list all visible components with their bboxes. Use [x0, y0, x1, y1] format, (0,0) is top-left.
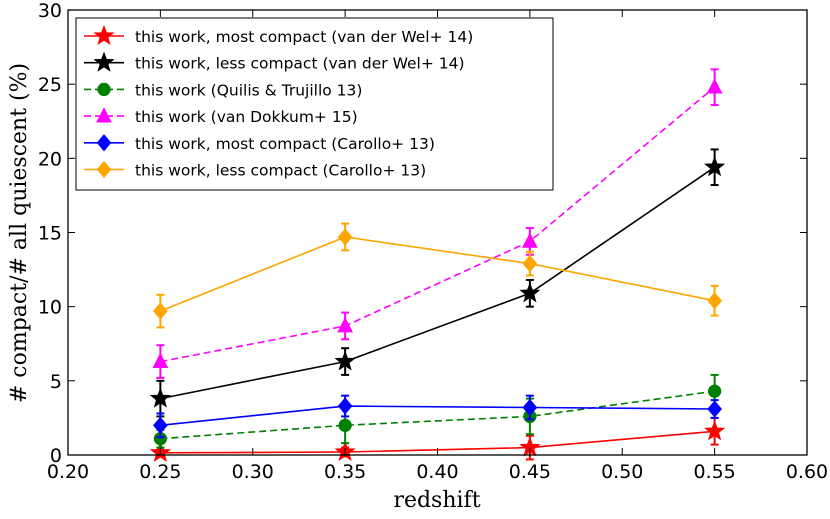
data-point: [707, 292, 722, 310]
legend-marker: [96, 107, 112, 123]
legend: this work, most compact (van der Wel+ 14…: [75, 17, 554, 191]
data-point: [334, 350, 356, 371]
x-tick-label: 0.40: [416, 461, 458, 483]
data-point: [707, 400, 722, 418]
legend-marker: [97, 82, 111, 97]
x-tick-label: 0.45: [509, 461, 551, 483]
data-point: [337, 397, 353, 415]
data-point: [706, 78, 723, 94]
series-4: [153, 394, 722, 439]
data-point: [704, 420, 726, 441]
data-point: [149, 387, 171, 408]
legend-entry: this work, less compact (van der Wel+ 14…: [135, 55, 465, 73]
x-tick-label: 0.30: [232, 461, 274, 483]
legend-marker: [93, 51, 115, 72]
legend-marker: [96, 134, 112, 152]
series-line: [160, 390, 715, 440]
legend-entry: this work, most compact (Carollo+ 13): [135, 135, 435, 153]
data-point: [522, 398, 538, 417]
data-point: [152, 352, 169, 368]
y-tick-label: 0: [50, 445, 62, 467]
data-point: [153, 416, 168, 434]
series-5: [153, 222, 722, 329]
data-point: [337, 317, 353, 333]
x-tick-label: 0.55: [693, 461, 735, 483]
series-line: [160, 86, 716, 363]
series-2: [153, 373, 722, 449]
data-point: [522, 255, 538, 273]
data-point: [337, 228, 353, 246]
legend-marker: [96, 160, 112, 179]
data-point: [522, 232, 538, 248]
series-3: [152, 68, 723, 379]
x-tick-label: 0.50: [601, 461, 643, 483]
y-tick-label: 25: [38, 74, 62, 96]
series-line: [160, 166, 716, 400]
legend-entry: this work (van Dokkum+ 15): [135, 108, 358, 126]
x-axis-label: redshift: [393, 488, 480, 513]
axis-ticks: 0.20 0.25 0.30 0.35 0.40 0.45 0.50 0.55 0.60 0 5 10…: [38, 0, 828, 483]
x-tick-label: 0.20: [47, 461, 89, 483]
data-point: [153, 302, 168, 320]
plot-area: [149, 68, 726, 462]
legend-entry: this work, most compact (van der Wel+ 14…: [135, 28, 473, 46]
x-tick-label: 0.25: [139, 461, 181, 483]
x-tick-label: 0.35: [324, 461, 366, 483]
legend-box: [75, 17, 554, 191]
x-tick-label: 0.60: [786, 461, 828, 483]
data-point: [338, 418, 352, 432]
y-tick-label: 5: [50, 371, 62, 393]
series-1: [149, 148, 726, 418]
series-line: [160, 405, 715, 427]
legend-entry: this work, less compact (Carollo+ 13): [135, 162, 426, 180]
y-tick-label: 15: [38, 223, 62, 245]
series-line: [160, 236, 715, 312]
y-tick-label: 20: [38, 148, 62, 170]
y-tick-label: 10: [38, 297, 62, 319]
y-axis-label: # compact/# all quiescent (%): [7, 63, 32, 403]
data-point: [519, 282, 541, 303]
y-tick-label: 30: [38, 0, 62, 22]
data-point: [707, 384, 722, 398]
legend-marker: [93, 24, 115, 46]
legend-entry: this work (Quilis & Trujillo 13): [135, 81, 362, 99]
data-point: [704, 156, 726, 177]
